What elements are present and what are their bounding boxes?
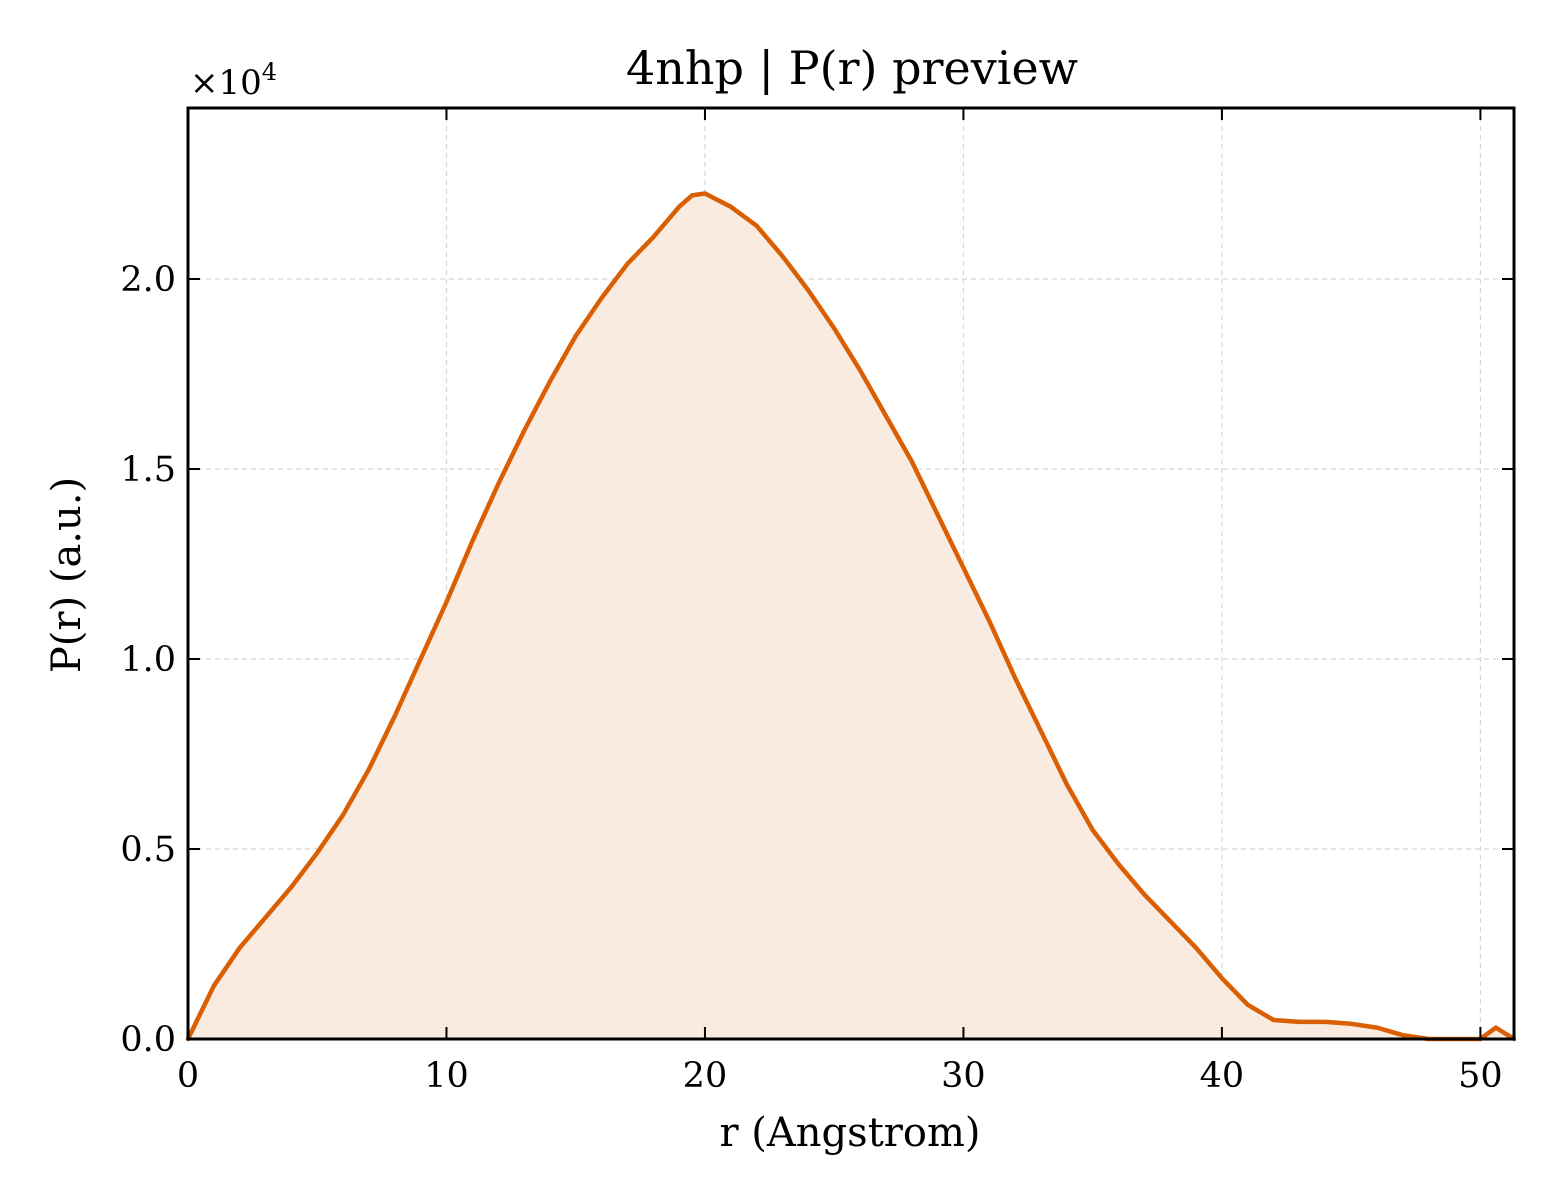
chart-title: 4nhp | P(r) preview: [626, 41, 1078, 95]
y-multiplier-label: ×104: [190, 58, 277, 103]
y-axis-label: P(r) (a.u.): [44, 477, 90, 673]
pr-area-fill: [188, 193, 1514, 1039]
x-tick-label: 40: [1200, 1056, 1245, 1096]
x-tick-label: 10: [424, 1056, 469, 1096]
y-tick-label: 1.5: [120, 450, 176, 490]
y-tick-labels: 0.0 0.5 1.0 1.5 2.0: [120, 260, 176, 1060]
y-multiplier-exponent: 4: [262, 58, 277, 86]
y-tick-label: 0.5: [120, 830, 176, 870]
x-tick-label: 30: [941, 1056, 986, 1096]
x-tick-label: 20: [683, 1056, 728, 1096]
x-tick-label: 50: [1458, 1056, 1503, 1096]
pr-curve: [185, 191, 1517, 1042]
x-tick-label: 0: [177, 1056, 199, 1096]
x-tick-labels: 0 10 20 30 40 50: [177, 1056, 1503, 1096]
plot-frame: [186, 106, 1516, 1041]
y-tick-label: 2.0: [120, 260, 176, 300]
y-multiplier-base: ×10: [190, 63, 262, 103]
axis-ticks: [187, 108, 1514, 1040]
x-axis-label: r (Angstrom): [719, 1110, 980, 1156]
y-tick-label: 0.0: [120, 1020, 176, 1060]
y-tick-label: 1.0: [120, 640, 176, 680]
